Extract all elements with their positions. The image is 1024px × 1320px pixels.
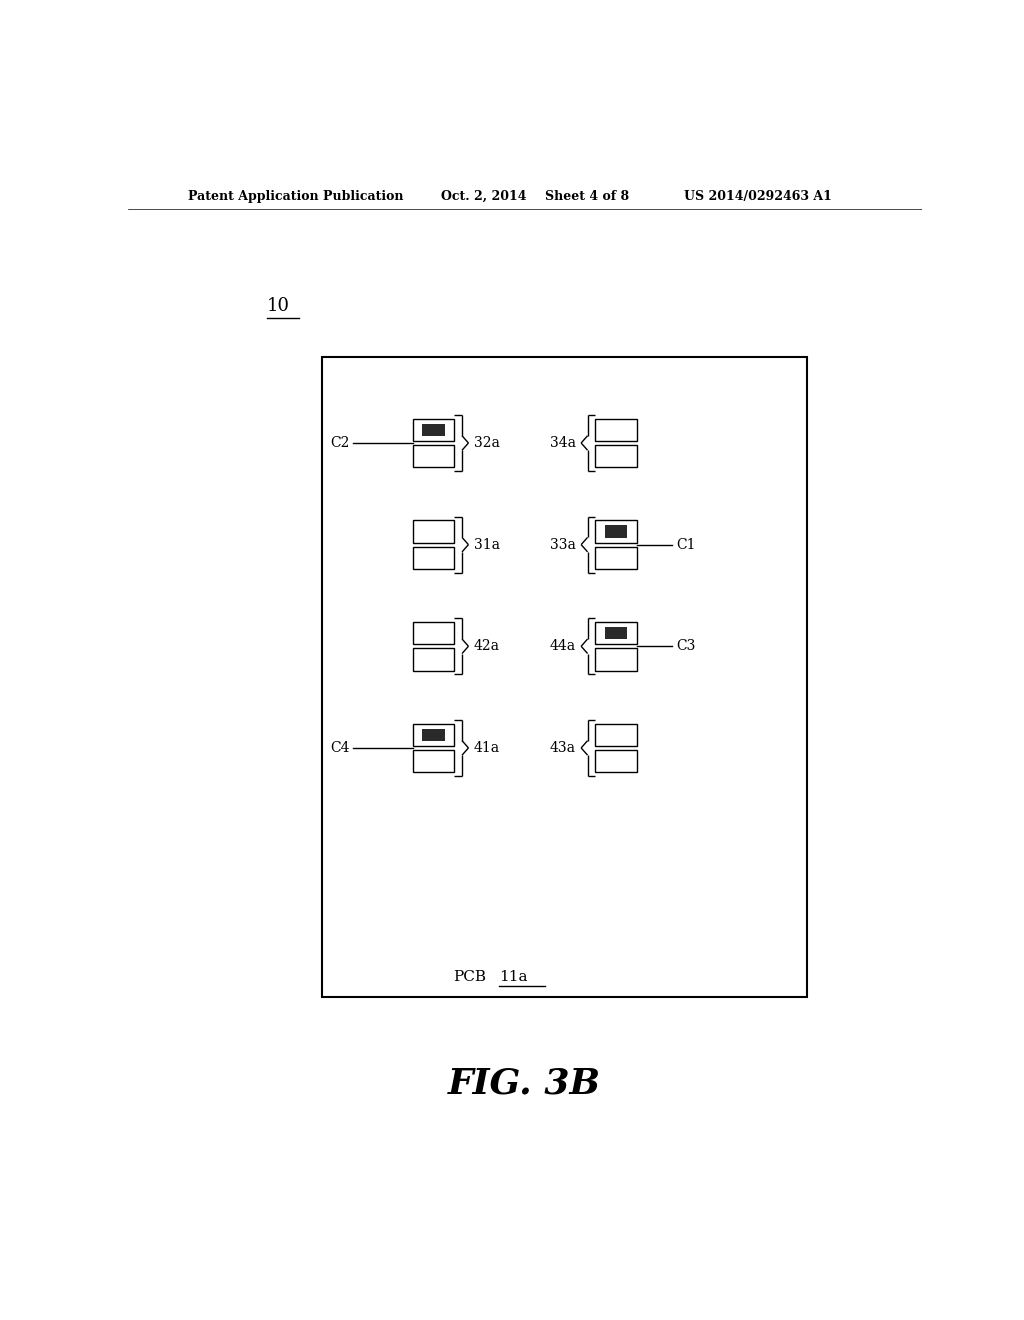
- Text: FIG. 3B: FIG. 3B: [449, 1067, 601, 1101]
- Bar: [595, 546, 637, 569]
- Text: 44a: 44a: [550, 639, 575, 653]
- Text: Sheet 4 of 8: Sheet 4 of 8: [545, 190, 629, 202]
- Bar: [595, 648, 637, 671]
- Bar: [413, 622, 455, 644]
- Text: C2: C2: [330, 436, 349, 450]
- Text: PCB: PCB: [454, 970, 486, 983]
- Text: 42a: 42a: [474, 639, 500, 653]
- Bar: [595, 418, 637, 441]
- Bar: [413, 520, 455, 543]
- Text: US 2014/0292463 A1: US 2014/0292463 A1: [684, 190, 831, 202]
- Bar: [413, 418, 455, 441]
- Text: 43a: 43a: [550, 741, 575, 755]
- Text: 33a: 33a: [550, 537, 575, 552]
- Bar: [413, 723, 455, 746]
- Text: 10: 10: [267, 297, 290, 314]
- Bar: [595, 723, 637, 746]
- Text: 11a: 11a: [500, 970, 528, 983]
- Bar: [595, 750, 637, 772]
- Text: 41a: 41a: [474, 741, 500, 755]
- Text: 31a: 31a: [474, 537, 500, 552]
- Bar: [413, 750, 455, 772]
- Text: 34a: 34a: [550, 436, 575, 450]
- Bar: [413, 648, 455, 671]
- Bar: [413, 546, 455, 569]
- Text: 32a: 32a: [474, 436, 500, 450]
- Text: Oct. 2, 2014: Oct. 2, 2014: [441, 190, 527, 202]
- Text: Patent Application Publication: Patent Application Publication: [187, 190, 403, 202]
- Bar: [595, 622, 637, 644]
- Bar: [323, 356, 807, 997]
- Bar: [595, 520, 637, 543]
- Text: C3: C3: [677, 639, 695, 653]
- Bar: [595, 445, 637, 467]
- Text: C4: C4: [330, 741, 349, 755]
- Bar: [413, 445, 455, 467]
- Bar: [605, 627, 628, 639]
- Text: C1: C1: [677, 537, 696, 552]
- Bar: [422, 424, 444, 436]
- Bar: [422, 729, 444, 741]
- Bar: [605, 525, 628, 537]
